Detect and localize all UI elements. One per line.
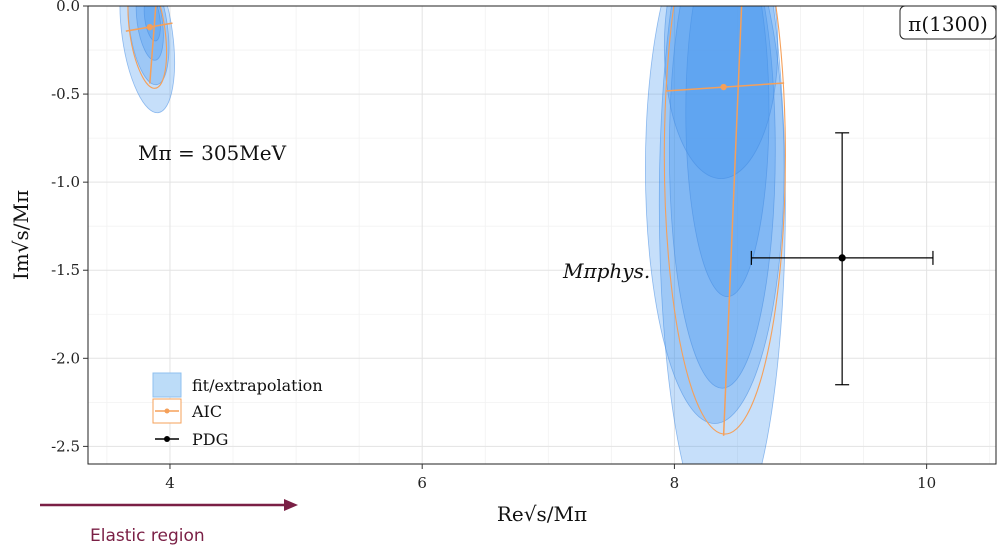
aic-point-low (146, 23, 153, 31)
pdg-point (838, 254, 846, 262)
legend: fit/extrapolation AIC PDG (152, 372, 323, 449)
y-tick-label-0: 0.0 (56, 0, 80, 15)
grid (88, 5, 996, 464)
pdg-series (750, 132, 934, 386)
x-axis-label: Re√s/Mπ (497, 502, 587, 526)
aic-ellipse-high (663, 6, 786, 435)
y-tick-label-2: -1.0 (51, 173, 80, 191)
legend-pdg-swatch (155, 436, 179, 442)
plot-background (88, 6, 996, 464)
elastic-region-label: Elastic region (90, 526, 205, 546)
x-tick-label-3: 10 (917, 474, 936, 492)
legend-label-fit: fit/extrapolation (192, 376, 323, 395)
aic-series (125, 6, 786, 436)
fit-extrapolation-bands (119, 6, 786, 464)
x-tick-label-1: 6 (417, 474, 427, 492)
legend-band-swatch (152, 372, 182, 398)
state-label-box: π(1300) (899, 5, 997, 40)
fit-ellipse-high-0 (658, 6, 786, 464)
legend-label-pdg: PDG (192, 430, 228, 449)
y-axis-label: Im√s/Mπ (9, 190, 33, 280)
elastic-region-arrow: Elastic region (40, 499, 298, 546)
fit-ellipse-high-4 (663, 6, 779, 179)
x-tick-label-2: 8 (670, 474, 680, 492)
x-tick-label-0: 4 (165, 474, 175, 492)
aic-point-high (720, 83, 727, 91)
y-axis-ticks: 0.0 -0.5 -1.0 -1.5 -2.0 -2.5 (51, 0, 88, 455)
fit-ellipse-high-1 (645, 6, 785, 424)
y-tick-label-3: -1.5 (51, 261, 80, 279)
fit-ellipse-high-2 (668, 6, 776, 389)
svg-text:π(1300): π(1300) (908, 12, 988, 36)
aic-yerr-low (149, 6, 157, 84)
fit-ellipse-low-0 (119, 6, 175, 114)
physical-mass-annotation: Mπphys. (562, 259, 650, 283)
fit-ellipse-high-3 (685, 6, 770, 297)
y-tick-label-4: -2.0 (51, 349, 80, 367)
plot-frame (87, 5, 997, 465)
x-axis-ticks: 4 6 8 10 (165, 464, 936, 492)
arrow-head (284, 499, 298, 511)
y-tick-label-1: -0.5 (51, 85, 80, 103)
mass-annotation: Mπ = 305MeV (138, 141, 287, 165)
aic-yerr-high (722, 6, 743, 436)
legend-aic-swatch (152, 398, 182, 424)
y-tick-label-5: -2.5 (51, 437, 80, 455)
legend-label-aic: AIC (191, 402, 222, 421)
